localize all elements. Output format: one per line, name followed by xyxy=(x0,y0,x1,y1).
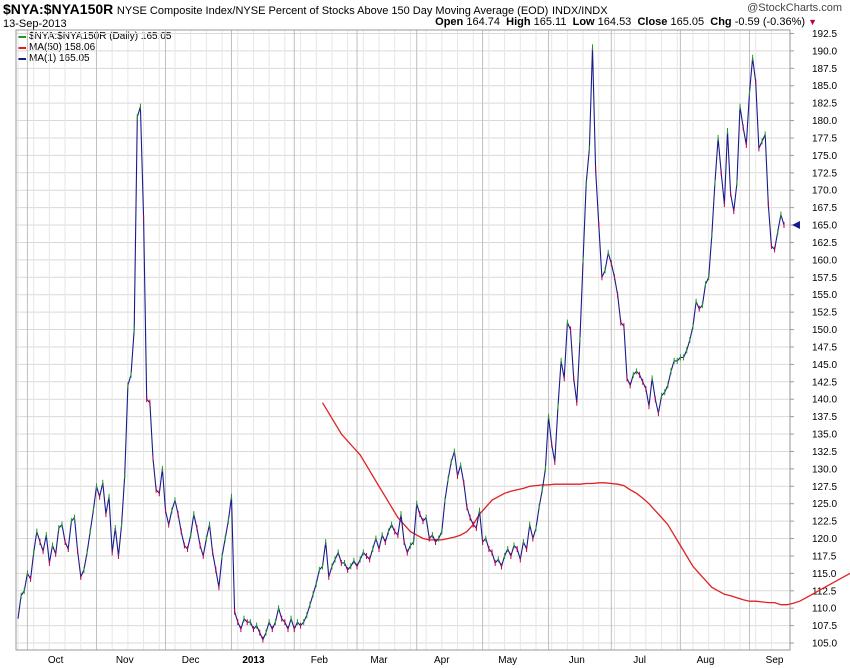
close-label: Close xyxy=(637,16,668,28)
y-tick-label: 180.0 xyxy=(812,116,837,127)
ohlc-readout: Open 164.74 High 165.11 Low 164.53 Close… xyxy=(435,16,817,28)
y-tick-label: 172.5 xyxy=(812,168,837,179)
legend-label-ma50: MA(50) 158.06 xyxy=(29,42,96,53)
y-tick-label: 120.0 xyxy=(812,534,837,545)
y-tick-label: 145.0 xyxy=(812,360,837,371)
x-tick-label: Feb xyxy=(311,655,329,666)
chart-description: NYSE Composite Index/NYSE Percent of Sto… xyxy=(116,5,549,17)
x-tick-label: Mar xyxy=(370,655,388,666)
y-tick-label: 170.0 xyxy=(812,186,837,197)
chart-exchange: INDX/INDX xyxy=(551,5,608,17)
y-tick-label: 130.0 xyxy=(812,464,837,475)
y-tick-label: 107.5 xyxy=(812,621,837,632)
low-value: 164.53 xyxy=(597,16,632,28)
y-tick-label: 142.5 xyxy=(812,377,837,388)
legend-item-price: $NYA:$NYA150R (Daily) 165.05 xyxy=(18,31,171,42)
y-tick-label: 190.0 xyxy=(812,46,837,57)
last-value-marker xyxy=(792,221,800,230)
legend-item-ma1: MA(1) 165.05 xyxy=(18,53,171,64)
legend-label-price: $NYA:$NYA150R (Daily) 165.05 xyxy=(29,31,172,42)
legend-swatch-ma50 xyxy=(18,46,26,49)
x-tick-label: Apr xyxy=(434,655,450,666)
y-tick-label: 105.0 xyxy=(812,639,837,650)
y-tick-label: 125.0 xyxy=(812,499,837,510)
y-tick-label: 115.0 xyxy=(812,569,837,580)
y-tick-label: 155.0 xyxy=(812,290,837,301)
x-tick-label: Jun xyxy=(569,655,585,666)
close-value: 165.05 xyxy=(670,16,705,28)
chg-value: -0.59 (-0.36%) xyxy=(734,16,806,28)
y-tick-label: 175.0 xyxy=(812,151,837,162)
ma50-line xyxy=(321,402,850,606)
legend-swatch-price xyxy=(18,35,26,38)
x-tick-label: Jul xyxy=(633,655,646,666)
y-tick-label: 135.0 xyxy=(812,430,837,441)
y-tick-label: 127.5 xyxy=(812,482,837,493)
y-tick-label: 160.0 xyxy=(812,255,837,266)
y-tick-label: 112.5 xyxy=(812,586,837,597)
y-tick-label: 137.5 xyxy=(812,412,837,423)
legend-item-ma50: MA(50) 158.06 xyxy=(18,42,171,53)
x-tick-label: Aug xyxy=(697,655,715,666)
chart-symbol: $NYA:$NYA150R xyxy=(3,1,114,17)
y-tick-label: 157.5 xyxy=(812,273,837,284)
y-tick-label: 185.0 xyxy=(812,81,837,92)
x-tick-label: 2013 xyxy=(242,655,265,666)
chg-label: Chg xyxy=(710,16,732,28)
y-tick-label: 177.5 xyxy=(812,133,837,144)
open-label: Open xyxy=(435,16,464,28)
chart-date: 13-Sep-2013 xyxy=(3,18,67,30)
y-tick-label: 192.5 xyxy=(812,29,837,40)
price-line xyxy=(17,47,785,641)
y-tick-label: 152.5 xyxy=(812,308,837,319)
y-tick-label: 140.0 xyxy=(812,395,837,406)
y-tick-label: 147.5 xyxy=(812,342,837,353)
y-tick-label: 187.5 xyxy=(812,64,837,75)
plot-frame xyxy=(15,29,791,651)
high-label: High xyxy=(506,16,531,28)
stockcharts-credit[interactable]: @StockCharts.com xyxy=(747,2,842,14)
legend-label-ma1: MA(1) 165.05 xyxy=(29,53,90,64)
chart-title: $NYA:$NYA150R NYSE Composite Index/NYSE … xyxy=(3,1,608,17)
y-tick-label: 167.5 xyxy=(812,203,837,214)
y-tick-label: 150.0 xyxy=(812,325,837,336)
open-value: 164.74 xyxy=(466,16,500,28)
y-tick-label: 162.5 xyxy=(812,238,837,249)
low-label: Low xyxy=(572,16,595,28)
y-tick-label: 117.5 xyxy=(812,551,837,562)
legend-swatch-ma1 xyxy=(18,57,26,60)
x-tick-label: Nov xyxy=(116,655,134,666)
high-value: 165.11 xyxy=(533,16,567,28)
x-tick-label: Oct xyxy=(48,655,64,666)
down-arrow-icon: ▼ xyxy=(808,17,817,27)
y-tick-label: 110.0 xyxy=(812,604,837,615)
y-tick-label: 165.0 xyxy=(812,221,837,232)
x-tick-label: May xyxy=(498,655,517,666)
y-tick-label: 122.5 xyxy=(812,517,837,528)
chart-legend: $NYA:$NYA150R (Daily) 165.05 MA(50) 158.… xyxy=(18,31,171,64)
x-tick-label: Sep xyxy=(766,655,784,666)
x-tick-label: Dec xyxy=(182,655,200,666)
y-tick-label: 182.5 xyxy=(812,99,837,110)
y-tick-label: 132.5 xyxy=(812,447,837,458)
